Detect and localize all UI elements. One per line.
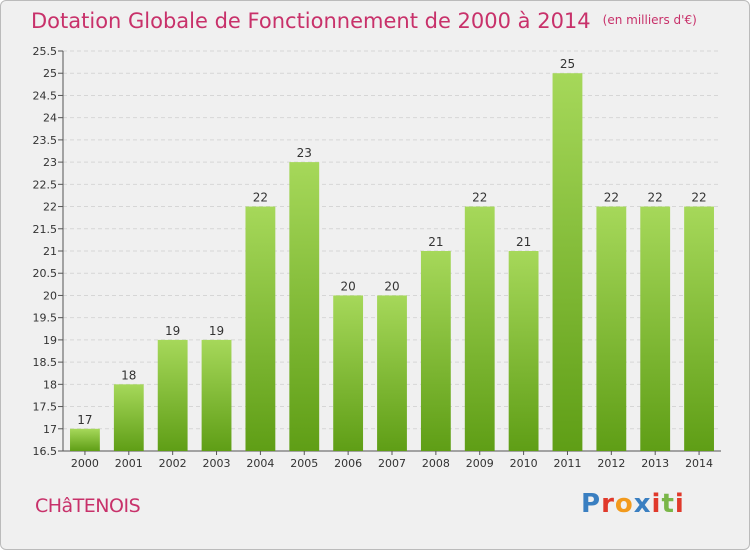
commune-name: CHâTENOIS <box>35 495 141 517</box>
x-tick-label: 2005 <box>290 457 318 470</box>
y-tick-label: 19.5 <box>33 312 58 325</box>
y-tick-label: 18 <box>43 378 57 391</box>
y-tick-label: 25 <box>43 67 57 80</box>
y-tick-label: 17.5 <box>33 401 58 414</box>
bar <box>157 339 188 451</box>
x-tick-label: 2010 <box>510 457 538 470</box>
chart-title-text: Dotation Globale de Fonctionnement de 20… <box>31 9 591 33</box>
y-tick-label: 18.5 <box>33 356 58 369</box>
bar <box>245 206 276 451</box>
x-tick-label: 2002 <box>159 457 187 470</box>
y-tick-label: 24 <box>43 112 57 125</box>
y-tick-label: 22.5 <box>33 178 58 191</box>
logo-letter: i <box>651 489 662 519</box>
bar <box>377 295 407 451</box>
chart-unit: (en milliers d'€) <box>602 13 697 27</box>
x-tick-label: 2012 <box>597 457 625 470</box>
logo-letter: P <box>581 489 602 519</box>
bar <box>333 295 364 451</box>
y-tick-label: 22 <box>43 201 57 214</box>
bar <box>552 73 583 451</box>
y-tick-label: 23 <box>43 156 57 169</box>
bar <box>70 428 100 451</box>
x-tick-label: 2014 <box>685 457 713 470</box>
y-tick-label: 24.5 <box>33 89 58 102</box>
bar <box>684 206 714 451</box>
y-tick-label: 21 <box>43 245 57 258</box>
bar <box>464 206 495 451</box>
bar-value-label: 23 <box>297 146 312 160</box>
bar-value-label: 22 <box>691 191 706 205</box>
bar-value-label: 22 <box>253 191 268 205</box>
bar <box>508 251 539 451</box>
x-tick-label: 2007 <box>378 457 406 470</box>
x-tick-label: 2001 <box>115 457 143 470</box>
logo-letter: t <box>661 489 675 519</box>
x-tick-label: 2013 <box>641 457 669 470</box>
proxiti-logo: Proxiti <box>581 489 685 519</box>
x-tick-label: 2003 <box>203 457 231 470</box>
x-tick-label: 2008 <box>422 457 450 470</box>
y-tick-label: 25.5 <box>33 45 58 58</box>
y-tick-label: 19 <box>43 334 57 347</box>
y-tick-label: 21.5 <box>33 223 58 236</box>
x-tick-label: 2006 <box>334 457 362 470</box>
bar-value-label: 18 <box>121 368 136 382</box>
bar <box>640 206 671 451</box>
y-tick-label: 20 <box>43 289 57 302</box>
logo-letter: i <box>674 489 685 519</box>
bar-value-label: 19 <box>165 324 180 338</box>
logo-letter: r <box>601 489 615 519</box>
y-tick-label: 23.5 <box>33 134 58 147</box>
bar-value-label: 22 <box>604 191 619 205</box>
bar <box>420 251 451 451</box>
x-tick-label: 2000 <box>71 457 99 470</box>
x-tick-label: 2011 <box>553 457 581 470</box>
bar <box>596 206 627 451</box>
x-tick-label: 2009 <box>466 457 494 470</box>
bar-value-label: 21 <box>428 235 443 249</box>
bar <box>289 162 320 451</box>
bar-value-label: 21 <box>516 235 531 249</box>
bar-value-label: 22 <box>472 191 487 205</box>
bar <box>201 339 232 451</box>
logo-letter: o <box>614 489 634 519</box>
bar-value-label: 19 <box>209 324 224 338</box>
bar-value-label: 22 <box>648 191 663 205</box>
bar <box>113 384 144 451</box>
logo-letter: x <box>633 489 652 519</box>
bar-value-label: 17 <box>77 413 92 427</box>
x-tick-label: 2004 <box>246 457 274 470</box>
y-tick-label: 16.5 <box>33 445 58 458</box>
chart-title: Dotation Globale de Fonctionnement de 20… <box>31 9 697 33</box>
bar-value-label: 20 <box>384 279 399 293</box>
y-tick-label: 20.5 <box>33 267 58 280</box>
bar-value-label: 20 <box>340 279 355 293</box>
y-tick-label: 17 <box>43 423 57 436</box>
bar-value-label: 25 <box>560 57 575 71</box>
